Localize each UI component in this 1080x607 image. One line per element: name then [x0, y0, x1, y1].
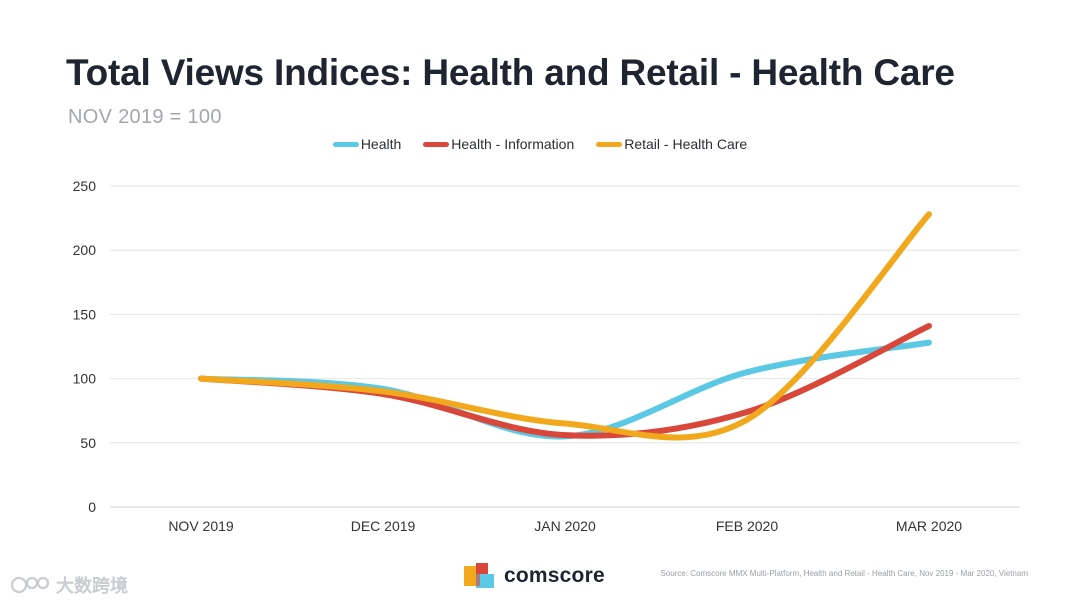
- watermark-icon: [10, 576, 50, 594]
- y-tick-label: 100: [73, 371, 97, 387]
- legend-swatch-health-information: [423, 141, 450, 147]
- legend-label-health: Health: [360, 136, 402, 152]
- comscore-logo-text: comscore: [504, 564, 605, 587]
- comscore-logo: comscore: [464, 563, 605, 589]
- chart-subtitle: NOV 2019 = 100: [68, 106, 222, 128]
- legend-swatch-health: [332, 141, 359, 147]
- legend-item-health-information: Health - Information: [423, 136, 574, 152]
- x-tick-label: FEB 2020: [716, 518, 778, 534]
- y-tick-label: 200: [73, 242, 97, 258]
- watermark-text: 大数跨境: [56, 576, 128, 596]
- x-tick-label: MAR 2020: [896, 518, 962, 534]
- legend-item-retail-health-care: Retail - Health Care: [596, 136, 747, 152]
- chart-title: Total Views Indices: Health and Retail -…: [66, 52, 955, 93]
- legend-label-retail-health-care: Retail - Health Care: [624, 136, 748, 152]
- y-tick-label: 150: [73, 306, 97, 322]
- y-tick-label: 0: [88, 499, 96, 515]
- legend-label-health-information: Health - Information: [451, 136, 575, 152]
- x-tick-label: JAN 2020: [534, 518, 596, 534]
- comscore-logo-icon: [464, 563, 494, 588]
- y-tick-label: 250: [73, 178, 97, 194]
- legend-swatch-retail-health-care: [596, 141, 623, 147]
- series-line-retail-health-care: [198, 211, 932, 441]
- x-tick-label: NOV 2019: [168, 518, 234, 534]
- legend: Health Health - Information Retail - Hea…: [0, 136, 1080, 152]
- source-note: Source: Comscore MMX Multi-Platform, Hea…: [660, 569, 1028, 578]
- watermark: 大数跨境: [10, 572, 128, 598]
- legend-item-health: Health: [332, 136, 402, 152]
- x-tick-label: DEC 2019: [351, 518, 416, 534]
- line-chart: 0 50 100 150 200 250 NOV 2019 DEC 2019 JAN 2020 F…: [73, 178, 1020, 534]
- y-tick-label: 50: [80, 435, 96, 451]
